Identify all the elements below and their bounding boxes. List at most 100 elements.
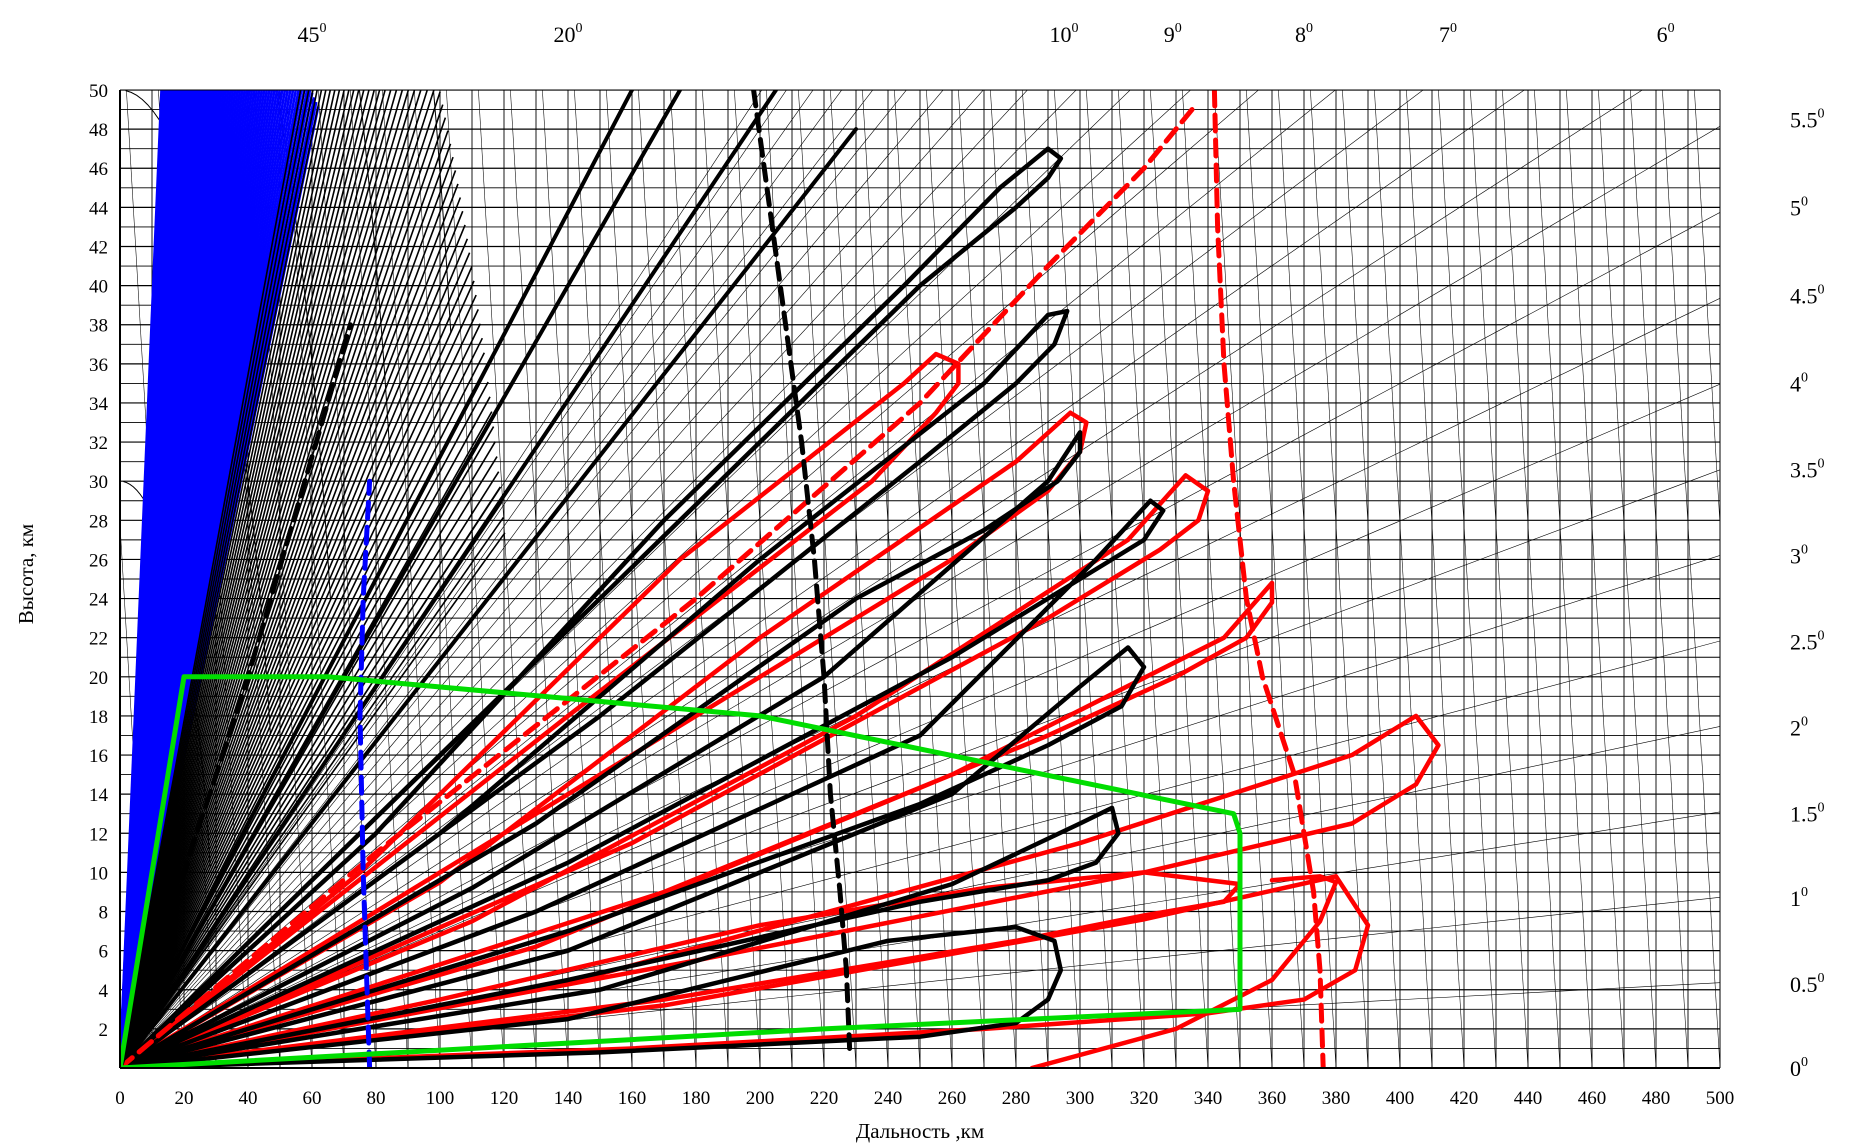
fan-ray-black <box>120 90 381 1068</box>
fan-ray-black <box>120 532 506 1068</box>
elevation-grid-line <box>120 90 1424 1068</box>
fan-ray-black <box>120 90 306 1068</box>
fan-ray-black <box>120 90 314 1068</box>
fan-ray-black <box>120 90 410 1068</box>
fan-ray-black <box>120 90 416 1068</box>
x-tick-label: 40 <box>239 1088 258 1109</box>
fan-ray-black <box>120 90 386 1068</box>
x-tick-label: 460 <box>1578 1088 1607 1109</box>
x-tick-label: 200 <box>746 1088 775 1109</box>
series-zone-24 <box>120 674 1243 1068</box>
fan-ray-black <box>120 90 336 1068</box>
range-grid-line <box>638 90 697 1068</box>
x-tick-label: 340 <box>1194 1088 1223 1109</box>
x-tick-label: 380 <box>1322 1088 1351 1109</box>
elevation-grid-line <box>120 90 814 1068</box>
fan-ray-black <box>120 90 310 1068</box>
degree-mark: 0 <box>576 21 583 36</box>
range-grid-line <box>1182 90 1241 1068</box>
x-tick-label: 420 <box>1450 1088 1479 1109</box>
fan-ray-black <box>120 471 500 1068</box>
series-lobe-14 <box>120 924 1064 1068</box>
fan-ray-black <box>120 90 323 1068</box>
y-tick-label: 40 <box>89 277 108 298</box>
series-dashed-20 <box>1211 90 1326 1068</box>
degree-mark: 0 <box>1801 715 1808 730</box>
elevation-grid-line <box>120 90 944 1068</box>
fan-ray-black <box>120 309 479 1068</box>
range-grid-line <box>1246 90 1305 1068</box>
x-tick-label: 0 <box>115 1088 125 1109</box>
x-tick-label: 60 <box>303 1088 322 1109</box>
x-tick-label: 360 <box>1258 1088 1287 1109</box>
fan-ray-black <box>120 91 441 1068</box>
y-tick-label: 42 <box>89 237 108 258</box>
fan-ray-black <box>120 294 477 1068</box>
range-grid-line <box>1630 90 1689 1068</box>
y-tick-label: 44 <box>89 198 109 219</box>
y-tick-label: 18 <box>89 707 108 728</box>
y-tick-label: 50 <box>89 81 108 102</box>
degree-mark: 0 <box>1818 971 1825 986</box>
series-ray-16 <box>120 90 682 1068</box>
range-grid-line <box>1310 90 1369 1068</box>
series-ray-18 <box>120 127 858 1068</box>
range-grid-line <box>1662 90 1720 1068</box>
elevation-grid-line <box>120 90 1643 1068</box>
fan-ray-black <box>120 238 469 1068</box>
elevation-grid-line <box>120 90 907 1068</box>
range-grid-line <box>734 90 793 1068</box>
range-grid-line <box>1438 90 1497 1068</box>
range-grid-line <box>510 90 569 1068</box>
range-grid-line <box>1118 90 1177 1068</box>
series-lobe-11 <box>120 498 1166 1068</box>
degree-mark: 0 <box>1450 21 1457 36</box>
series-lobe-12 <box>120 645 1147 1068</box>
fan-ray-black <box>120 117 447 1068</box>
range-grid-line <box>1342 90 1401 1068</box>
y-tick-label: 38 <box>89 316 108 337</box>
y-tick-label: 4 <box>99 981 109 1002</box>
series-layer <box>120 90 1441 1068</box>
fan-ray-black <box>120 183 459 1068</box>
y-tick-label: 22 <box>89 629 108 650</box>
fan-ray-black <box>120 90 398 1068</box>
elevation-grid-line <box>120 90 984 1068</box>
range-grid-line <box>1598 90 1657 1068</box>
range-grid-line <box>702 90 761 1068</box>
fan-ray-black <box>120 441 497 1068</box>
series-lobe-3 <box>120 580 1275 1068</box>
x-tick-label: 480 <box>1642 1088 1671 1109</box>
degree-mark: 0 <box>1175 21 1182 36</box>
elevation-grid-line <box>120 90 1077 1068</box>
y-tick-label: 28 <box>89 511 108 532</box>
fan-ray-black <box>120 90 376 1068</box>
x-tick-label: 120 <box>490 1088 519 1109</box>
range-grid-line <box>1566 90 1625 1068</box>
fan-ray-black <box>120 90 332 1068</box>
range-grid-line <box>542 90 601 1068</box>
fan-ray-black <box>120 210 464 1068</box>
series-arc-7 <box>1029 874 1339 1068</box>
x-tick-label: 280 <box>1002 1088 1031 1109</box>
fan-ray-black <box>120 90 404 1068</box>
x-tick-label: 300 <box>1066 1088 1095 1109</box>
x-tick-label: 20 <box>175 1088 194 1109</box>
fan-ray-black <box>120 104 444 1068</box>
series-ray-17 <box>120 90 778 1068</box>
degree-mark: 0 <box>1801 1055 1808 1070</box>
x-tick-label: 160 <box>618 1088 647 1109</box>
x-tick-label: 500 <box>1706 1088 1735 1109</box>
x-tick-label: 80 <box>367 1088 386 1109</box>
series-dashed-19 <box>120 107 1195 1068</box>
degree-mark: 0 <box>1668 21 1675 36</box>
series-lobe-0 <box>120 351 961 1068</box>
fan-ray-black <box>120 90 422 1068</box>
range-grid-line <box>1022 90 1081 1068</box>
series-lobe-4 <box>120 713 1441 1068</box>
fan-ray-black <box>120 323 482 1068</box>
elevation-fan <box>120 90 506 1068</box>
degree-mark: 0 <box>1818 801 1825 816</box>
fan-ray-black <box>120 266 473 1068</box>
degree-mark: 0 <box>1818 629 1825 644</box>
